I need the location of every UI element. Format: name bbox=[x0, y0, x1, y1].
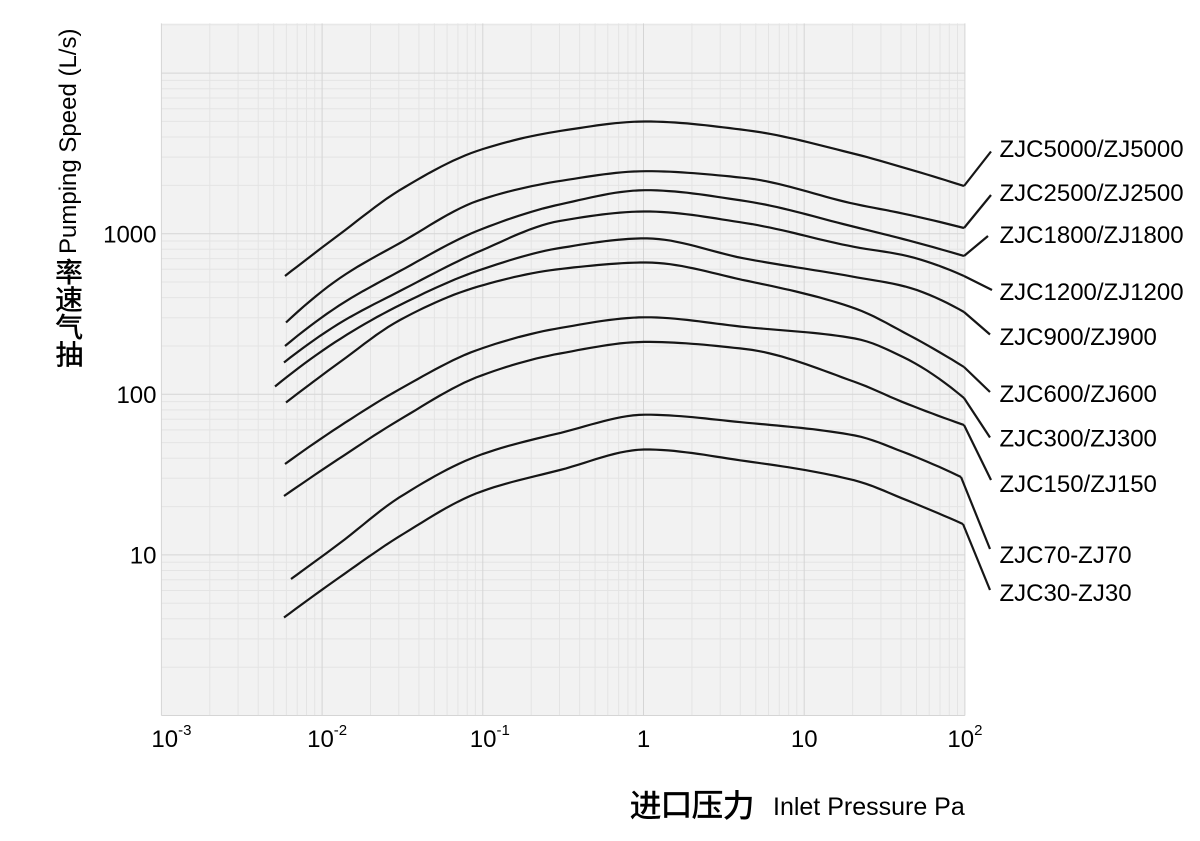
svg-text:ZJC5000/ZJ5000: ZJC5000/ZJ5000 bbox=[1000, 136, 1184, 163]
svg-text:ZJC1200/ZJ1200: ZJC1200/ZJ1200 bbox=[1000, 279, 1184, 306]
svg-text:2: 2 bbox=[974, 722, 982, 739]
svg-text:ZJC2500/ZJ2500: ZJC2500/ZJ2500 bbox=[1000, 180, 1184, 207]
svg-text:ZJC1800/ZJ1800: ZJC1800/ZJ1800 bbox=[1000, 222, 1184, 249]
svg-text:ZJC70-ZJ70: ZJC70-ZJ70 bbox=[1000, 542, 1132, 569]
svg-text:ZJC150/ZJ150: ZJC150/ZJ150 bbox=[1000, 471, 1157, 498]
svg-text:10: 10 bbox=[791, 726, 818, 753]
svg-text:ZJC900/ZJ900: ZJC900/ZJ900 bbox=[1000, 324, 1157, 351]
svg-text:-3: -3 bbox=[178, 722, 191, 739]
svg-text:100: 100 bbox=[116, 382, 156, 409]
svg-text:-2: -2 bbox=[334, 722, 347, 739]
svg-text:ZJC30-ZJ30: ZJC30-ZJ30 bbox=[1000, 580, 1132, 607]
svg-text:ZJC300/ZJ300: ZJC300/ZJ300 bbox=[1000, 426, 1157, 453]
svg-text:10: 10 bbox=[151, 726, 178, 753]
svg-text:Inlet Pressure Pa: Inlet Pressure Pa bbox=[773, 793, 965, 821]
svg-text:-1: -1 bbox=[497, 722, 510, 739]
svg-text:ZJC600/ZJ600: ZJC600/ZJ600 bbox=[1000, 381, 1157, 408]
svg-text:1: 1 bbox=[637, 726, 650, 753]
svg-text:10: 10 bbox=[947, 726, 974, 753]
svg-text:10: 10 bbox=[307, 726, 334, 753]
svg-text:Pumping Speed (L/s): Pumping Speed (L/s) bbox=[55, 29, 82, 254]
svg-text:10: 10 bbox=[130, 543, 157, 570]
svg-text:1000: 1000 bbox=[103, 221, 156, 248]
svg-text:10: 10 bbox=[470, 726, 497, 753]
